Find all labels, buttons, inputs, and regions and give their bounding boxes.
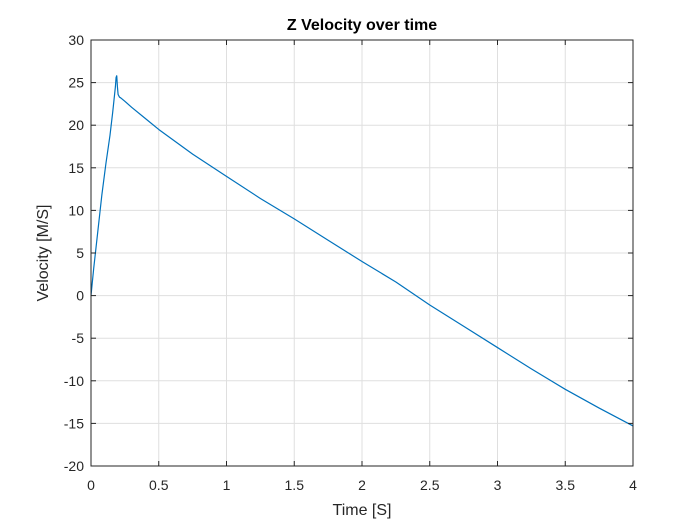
y-tick-label: -10 xyxy=(64,373,84,389)
x-tick-label: 0.5 xyxy=(149,477,169,493)
y-axis-title: Velocity [M/S] xyxy=(35,205,52,302)
x-tick-label: 1.5 xyxy=(285,477,305,493)
chart-title: Z Velocity over time xyxy=(287,17,437,34)
x-tick-label: 0 xyxy=(87,477,95,493)
y-tick-labels: 30 25 20 15 10 5 0 -5 -10 -15 -20 xyxy=(64,32,84,474)
y-tick-label: 20 xyxy=(68,117,84,133)
series-layer xyxy=(90,75,634,427)
tick-marks xyxy=(90,39,634,467)
y-tick-label: 25 xyxy=(68,75,84,91)
y-tick-label: -20 xyxy=(64,458,84,474)
x-tick-label: 1 xyxy=(223,477,231,493)
y-tick-label: 10 xyxy=(68,202,84,218)
x-axis-title: Time [S] xyxy=(333,502,392,519)
y-tick-label: 15 xyxy=(68,160,84,176)
y-tick-label: 30 xyxy=(68,32,84,48)
series-line xyxy=(90,75,634,427)
x-tick-labels: 0 0.5 1 1.5 2 2.5 3 3.5 4 xyxy=(87,477,637,493)
y-tick-label: 0 xyxy=(76,288,84,304)
y-tick-label: 5 xyxy=(76,245,84,261)
x-tick-label: 3.5 xyxy=(556,477,576,493)
x-tick-label: 2.5 xyxy=(420,477,440,493)
x-tick-label: 2 xyxy=(358,477,366,493)
x-tick-label: 4 xyxy=(629,477,637,493)
y-tick-label: -5 xyxy=(72,330,85,346)
x-tick-label: 3 xyxy=(494,477,502,493)
y-tick-label: -15 xyxy=(64,415,84,431)
